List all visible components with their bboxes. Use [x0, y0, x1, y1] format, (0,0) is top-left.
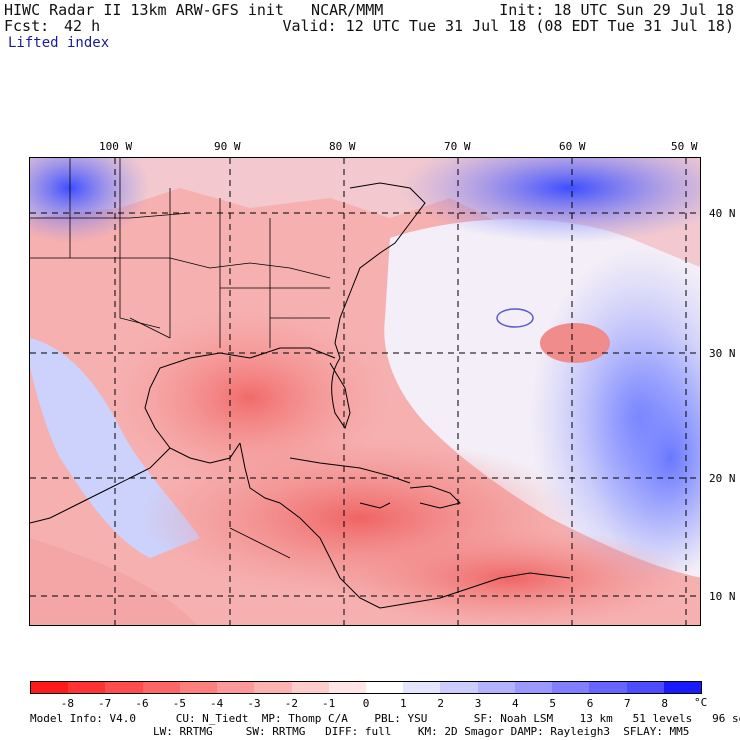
colorbar-swatch: [365, 682, 404, 693]
colorbar-swatch: [291, 682, 329, 693]
field-name: Lifted index: [8, 35, 110, 51]
colorbar-tick-label: -5: [172, 697, 186, 710]
colorbar-swatch: [254, 682, 292, 693]
colorbar-tick-label: 0: [362, 697, 370, 710]
colorbar-swatch: [328, 682, 366, 693]
colorbar-swatch: [626, 682, 664, 693]
lat-label-20n: 20 N: [709, 472, 736, 485]
lat-label-40n: 40 N: [709, 207, 736, 220]
colorbar-tick-label: -2: [284, 697, 298, 710]
colorbar-tick-label: -1: [322, 697, 336, 710]
colorbar-tick-label: -8: [60, 697, 74, 710]
lat-label-30n: 30 N: [709, 347, 736, 360]
lon-label-50w: 50 W: [671, 140, 698, 153]
graticule: [30, 158, 700, 625]
south-caribbean-unstable-zone: [330, 528, 690, 625]
colorbar-swatch: [552, 682, 590, 693]
pacific-zone: [30, 538, 198, 625]
colorbar-swatch: [440, 682, 478, 693]
colorbar-swatch: [142, 682, 180, 693]
colorbar-swatch: [477, 682, 515, 693]
colorbar-tick-label: 2: [437, 697, 444, 710]
colorbar-tick-label: 5: [549, 697, 556, 710]
colorbar-tick-label: -7: [98, 697, 112, 710]
colorbar-tick-label: 1: [400, 697, 407, 710]
colorbar-swatch: [179, 682, 218, 693]
colorbar-tick-label: -3: [247, 697, 261, 710]
colorbar-tick-label: -6: [135, 697, 149, 710]
lon-label-70w: 70 W: [444, 140, 471, 153]
colorbar-swatch: [403, 682, 441, 693]
colorbar-tick-label: 4: [512, 697, 519, 710]
colorbar-swatch: [217, 682, 255, 693]
forecast-label: Fcst:: [4, 17, 50, 35]
borders: [30, 158, 331, 559]
colorbar-swatch: [663, 682, 701, 693]
colorbar-tick-label: -4: [210, 697, 224, 710]
lifted-index-map: [29, 157, 701, 626]
valid-time: Valid: 12 UTC Tue 31 Jul 18 (08 EDT Tue …: [282, 17, 734, 35]
northeast-stable-zone: [400, 158, 700, 243]
atlantic-pink-patch: [540, 323, 610, 363]
lat-label-10n: 10 N: [709, 590, 736, 603]
colorbar-swatch: [589, 682, 627, 693]
model-info-line1: Model Info: V4.0 CU: N_Tiedt MP: Thomp C…: [30, 712, 740, 725]
colorbar-tick-label: 6: [586, 697, 594, 710]
colorbar-tick-label: 3: [474, 697, 482, 710]
colorbar-swatch: [68, 682, 106, 693]
colorbar-swatch: [514, 682, 553, 693]
atlantic-swirl: [496, 308, 534, 328]
init-time: Init: 18 UTC Sun 29 Jul 18: [499, 1, 734, 19]
colorbar-swatch: [105, 682, 143, 693]
coastlines: [30, 182, 571, 609]
colorbar-swatch: [31, 682, 69, 693]
colorbar-tick-label: 7: [624, 697, 631, 710]
east-atlantic-core: [590, 338, 700, 578]
lifted-index-colorbar: [30, 681, 702, 694]
forecast-hours: 42 h: [64, 17, 101, 35]
model-info-line2: LW: RRTMG SW: RRTMG DIFF: full KM: 2D Sm…: [153, 725, 690, 738]
lon-label-80w: 80 W: [329, 140, 356, 153]
colorbar-unit: °C: [694, 696, 708, 709]
map-canvas: [30, 158, 700, 625]
lon-label-90w: 90 W: [214, 140, 241, 153]
lon-label-60w: 60 W: [559, 140, 586, 153]
colorbar-tick-label: 8: [661, 697, 668, 710]
model-title: HIWC Radar II 13km ARW-GFS init NCAR/MMM: [4, 1, 384, 19]
lon-label-100w: 100 W: [99, 140, 133, 153]
